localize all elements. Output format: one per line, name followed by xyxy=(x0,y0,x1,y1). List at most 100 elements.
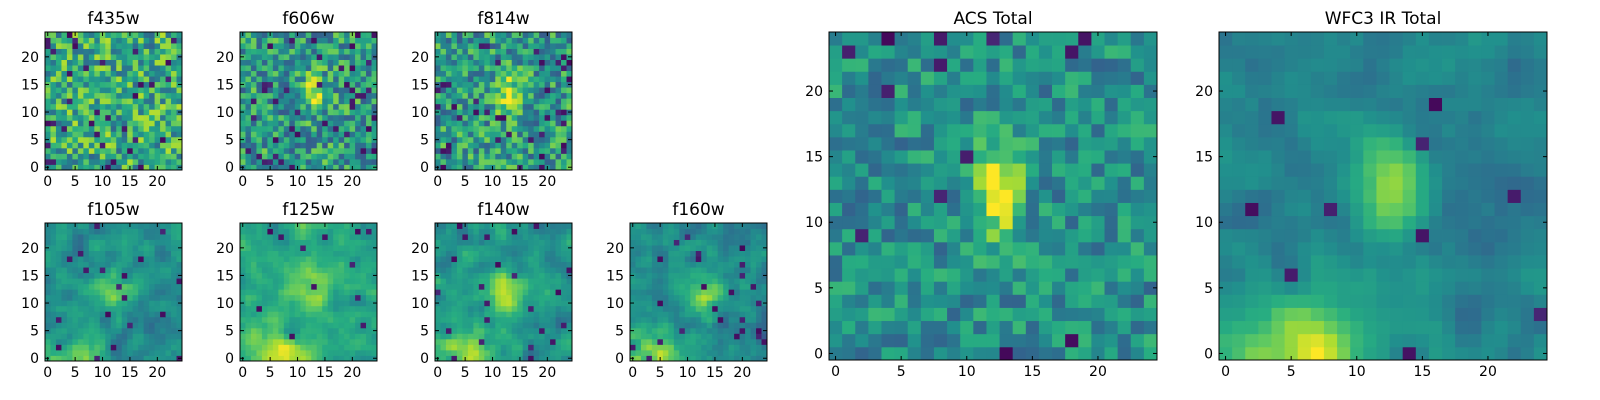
heatmap-cell xyxy=(506,316,513,323)
heatmap-cell xyxy=(550,98,556,105)
heatmap-cell xyxy=(245,54,252,60)
heatmap-cell xyxy=(338,355,345,362)
heatmap-cell xyxy=(366,338,372,345)
heatmap-cell xyxy=(473,338,480,345)
heatmap-cell xyxy=(272,272,279,279)
heatmap-cell xyxy=(50,305,57,312)
heatmap-cell xyxy=(294,305,301,312)
heatmap-cell xyxy=(165,261,172,268)
heatmap-cell xyxy=(143,158,150,165)
heatmap-cell xyxy=(138,120,145,127)
heatmap-cell xyxy=(1065,268,1079,282)
heatmap-cell xyxy=(105,65,112,72)
heatmap-cell xyxy=(668,261,675,268)
heatmap-cell xyxy=(489,131,496,138)
heatmap-cell xyxy=(344,158,350,165)
heatmap-cell xyxy=(1104,281,1119,295)
heatmap-cell xyxy=(250,48,257,55)
heatmap-cell xyxy=(77,87,84,94)
heatmap-cell xyxy=(360,338,367,345)
heatmap-cell xyxy=(132,87,139,94)
heatmap-cell xyxy=(445,131,452,138)
heatmap-cell xyxy=(478,316,485,323)
heatmap-cell xyxy=(105,338,112,345)
heatmap-cell xyxy=(316,32,323,38)
heatmap-cell xyxy=(360,355,367,362)
heatmap-cell xyxy=(1052,228,1066,243)
heatmap-cell xyxy=(467,103,474,110)
heatmap-cell xyxy=(355,239,361,246)
heatmap-cell xyxy=(289,48,296,55)
heatmap-cell xyxy=(662,223,669,229)
heatmap-cell xyxy=(311,98,318,105)
panel-title: f105w xyxy=(87,200,139,220)
heatmap-cell xyxy=(435,131,441,138)
heatmap-cell xyxy=(322,158,329,165)
heatmap-cell xyxy=(679,228,686,235)
heatmap-cell xyxy=(668,278,675,285)
heatmap-cell xyxy=(366,120,372,127)
heatmap-cell xyxy=(55,131,62,138)
heatmap-cell xyxy=(110,158,117,165)
heatmap-cell xyxy=(1078,241,1092,256)
heatmap-cell xyxy=(272,355,279,362)
heatmap-cell xyxy=(261,164,268,171)
heatmap-cell xyxy=(245,98,252,105)
heatmap-cell xyxy=(55,223,62,229)
heatmap-cell xyxy=(999,268,1014,282)
heatmap-cell xyxy=(138,76,145,83)
heatmap-cell xyxy=(734,239,740,246)
heatmap-cell xyxy=(110,223,117,229)
heatmap-cell xyxy=(734,294,740,301)
heatmap-cell xyxy=(566,267,573,274)
heatmap-cell xyxy=(561,300,567,307)
heatmap-cell xyxy=(1012,150,1027,164)
heatmap-cell xyxy=(149,136,155,143)
heatmap-cell xyxy=(278,92,285,99)
x-tick-label: 10 xyxy=(679,365,697,381)
heatmap-cell xyxy=(489,70,496,77)
heatmap-cell xyxy=(533,37,540,44)
heatmap-cell xyxy=(1130,163,1145,177)
heatmap-cell xyxy=(45,147,51,154)
heatmap-cell xyxy=(278,48,285,55)
heatmap-cell xyxy=(668,228,675,235)
heatmap-cell xyxy=(272,153,279,160)
heatmap-cell xyxy=(522,76,529,83)
heatmap-cell xyxy=(739,256,746,263)
heatmap-cell xyxy=(495,300,502,307)
heatmap-cell xyxy=(272,344,279,351)
heatmap-cell xyxy=(61,294,68,301)
heatmap-cell xyxy=(88,114,95,121)
heatmap-cell xyxy=(83,327,90,334)
heatmap-cell xyxy=(533,125,540,132)
heatmap-cell xyxy=(171,239,177,246)
heatmap-cell xyxy=(256,228,263,235)
heatmap-cell xyxy=(127,250,134,257)
heatmap-cell xyxy=(462,109,469,116)
heatmap-cell xyxy=(745,272,751,279)
heatmap-cell xyxy=(66,223,73,229)
heatmap-cell xyxy=(728,338,735,345)
heatmap-cell xyxy=(561,87,567,94)
heatmap-cell xyxy=(245,327,252,334)
heatmap-cell xyxy=(907,163,922,177)
heatmap-cell xyxy=(66,164,73,171)
heatmap-cell xyxy=(440,164,447,171)
heatmap-cell xyxy=(756,305,762,312)
heatmap-cell xyxy=(267,305,274,312)
heatmap-cell xyxy=(701,294,708,301)
heatmap-cell xyxy=(511,109,518,116)
heatmap-cell xyxy=(484,228,491,235)
heatmap-cell xyxy=(495,278,502,285)
heatmap-cell xyxy=(311,322,318,329)
heatmap-cell xyxy=(478,136,485,143)
heatmap-cell xyxy=(635,294,642,301)
heatmap-cell xyxy=(50,109,57,116)
heatmap-cell xyxy=(45,322,51,329)
heatmap-cell xyxy=(756,344,762,351)
heatmap-cell xyxy=(528,327,535,334)
heatmap-cell xyxy=(1052,202,1066,217)
heatmap-cell xyxy=(366,245,372,251)
